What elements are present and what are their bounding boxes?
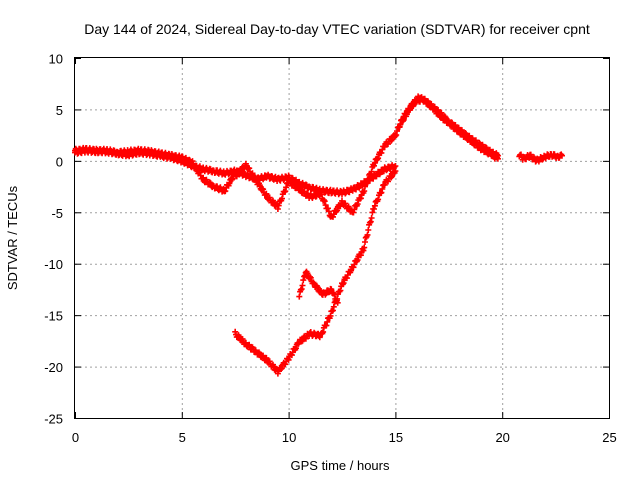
- y-tick-label: -15: [44, 309, 63, 324]
- x-axis-label: GPS time / hours: [291, 458, 390, 473]
- series-satellite-track-3: [232, 132, 399, 220]
- x-tick-label: 25: [602, 430, 616, 445]
- y-axis-label: SDTVAR / TECUs: [5, 185, 20, 290]
- data-point-markers: [232, 168, 399, 377]
- y-tick-label: -25: [44, 412, 63, 427]
- series-satellite-track-8: [516, 151, 565, 165]
- data-point-markers: [72, 144, 239, 195]
- series-satellite-track-4: [232, 168, 399, 377]
- y-tick-label: -5: [51, 206, 63, 221]
- series-satellite-track-5: [296, 268, 341, 306]
- x-tick-label: 0: [72, 430, 79, 445]
- plot-frame: [74, 57, 610, 419]
- data-point-markers: [516, 151, 565, 165]
- x-tick-label: 15: [389, 430, 403, 445]
- y-tick-label: -20: [44, 360, 63, 375]
- y-tick-label: 10: [49, 52, 63, 67]
- y-tick-label: 0: [56, 154, 63, 169]
- axis-ticks: 0 5 10 15 20 25 -25 -20 -15 -10 -5 0 5 10: [44, 52, 617, 446]
- y-tick-label: -10: [44, 257, 63, 272]
- chart-title: Day 144 of 2024, Sidereal Day-to-day VTE…: [84, 21, 590, 37]
- y-tick-label: 5: [56, 103, 63, 118]
- x-tick-label: 10: [282, 430, 296, 445]
- x-tick-label: 20: [495, 430, 509, 445]
- series-satellite-track-2: [72, 144, 239, 195]
- series-satellite-track-7: [396, 93, 501, 162]
- data-point-markers: [232, 132, 399, 220]
- data-marks: [72, 93, 565, 377]
- data-point-markers: [396, 93, 501, 162]
- data-point-markers: [296, 268, 341, 306]
- x-tick-label: 5: [179, 430, 186, 445]
- grid: [75, 58, 609, 418]
